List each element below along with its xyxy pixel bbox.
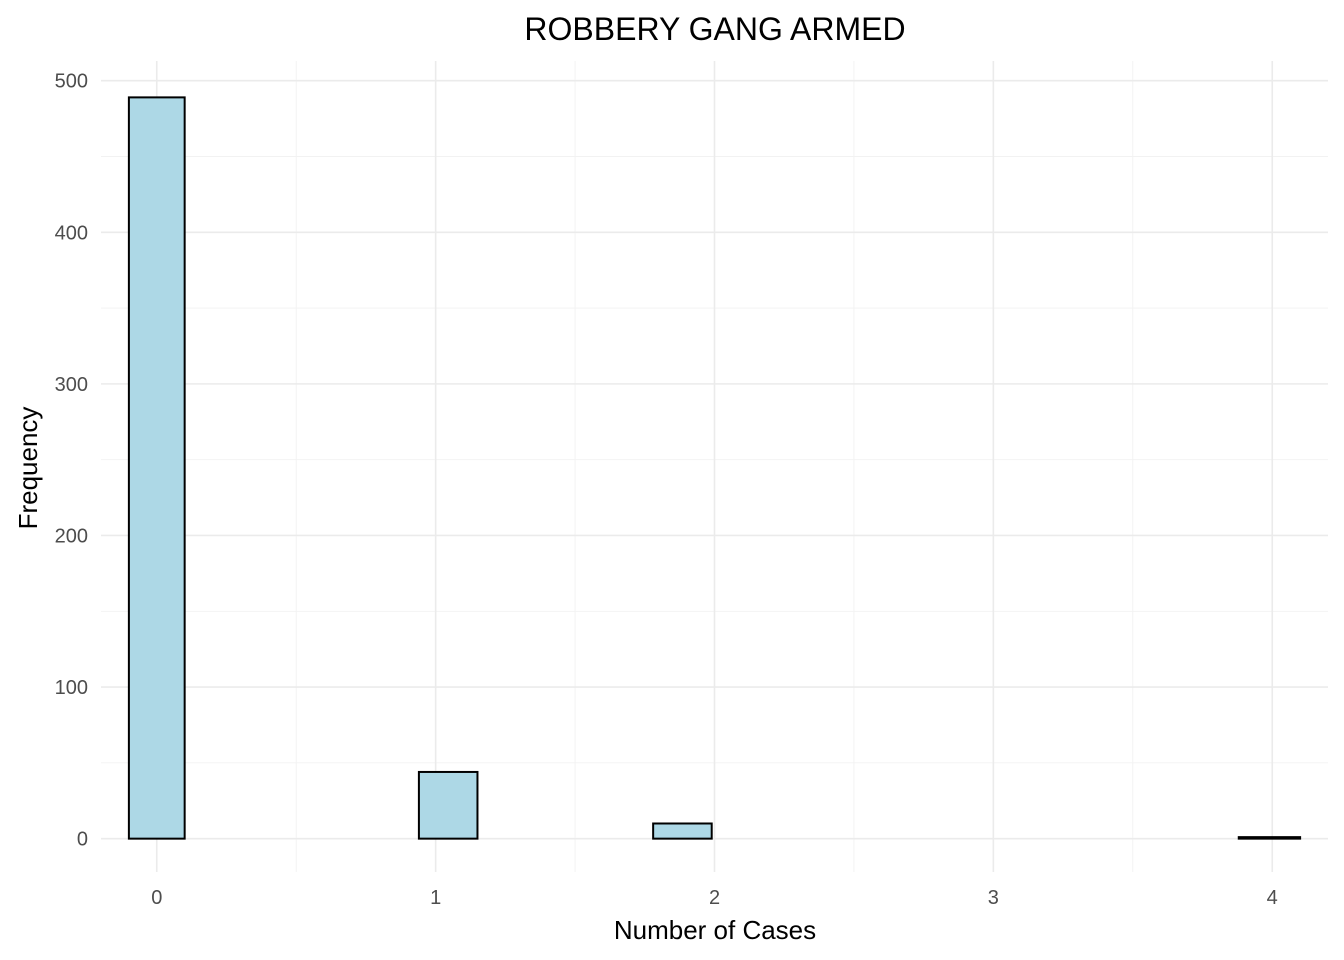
x-axis-title: Number of Cases [614, 915, 816, 945]
histogram-bar [1237, 836, 1302, 840]
grid [101, 61, 1328, 872]
y-tick-label: 300 [55, 374, 88, 396]
x-tick-label: 1 [430, 887, 441, 909]
x-tick-label: 4 [1267, 887, 1278, 909]
histogram-bar [127, 96, 186, 840]
x-tick-label: 3 [988, 887, 999, 909]
y-tick-label: 200 [55, 525, 88, 547]
x-axis-ticks: 0 1 2 3 4 [151, 887, 1278, 909]
y-tick-label: 500 [55, 71, 88, 93]
y-tick-label: 400 [55, 222, 88, 244]
y-axis-title: Frequency [13, 407, 43, 530]
histogram-bar [417, 770, 479, 840]
y-tick-label: 100 [55, 677, 88, 699]
x-tick-label: 0 [151, 887, 162, 909]
bars [127, 96, 1302, 840]
x-tick-label: 2 [709, 887, 720, 909]
y-tick-label: 0 [77, 829, 88, 851]
chart-title: ROBBERY GANG ARMED [524, 11, 905, 47]
y-axis-ticks: 0 100 200 300 400 500 [55, 71, 88, 851]
histogram-bar [652, 822, 713, 840]
